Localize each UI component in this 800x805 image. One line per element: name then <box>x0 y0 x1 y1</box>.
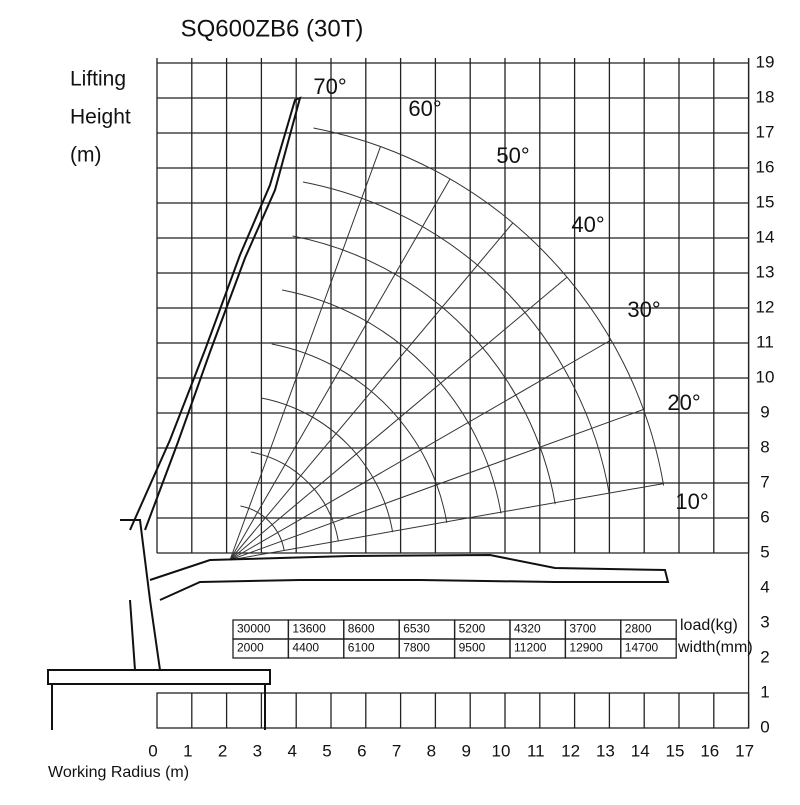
column <box>120 519 162 671</box>
radius-arc <box>302 181 610 495</box>
angle-line <box>229 222 514 561</box>
base-strip <box>156 692 750 729</box>
y-tick-label: 0 <box>760 717 769 736</box>
y-tick-label: 18 <box>756 87 775 106</box>
y-tick-label: 12 <box>756 297 775 316</box>
radius-arc <box>261 397 394 533</box>
load-label: load(kg) <box>680 617 738 634</box>
vertical-boom <box>129 96 302 531</box>
angle-label: 70° <box>313 74 346 99</box>
angle-line <box>229 276 568 561</box>
y-tick-label: 17 <box>756 122 775 141</box>
x-tick-label: 8 <box>427 741 436 760</box>
x-tick-label: 7 <box>392 741 401 760</box>
y-tick-label: 2 <box>760 647 769 666</box>
load-value: 3700 <box>569 622 596 636</box>
radius-arc <box>313 127 665 486</box>
y-tick-label: 14 <box>756 227 775 246</box>
y-tick-label: 4 <box>760 577 769 596</box>
y-tick-label: 11 <box>756 332 774 351</box>
x-tick-label: 3 <box>253 741 262 760</box>
load-value: 2800 <box>625 622 652 636</box>
width-value: 14700 <box>625 641 659 655</box>
radius-arc <box>292 235 556 505</box>
width-value: 4400 <box>292 641 319 655</box>
y-tick-label: 13 <box>756 262 775 281</box>
load-value: 4320 <box>514 622 541 636</box>
y-tick-label: 5 <box>760 542 769 561</box>
load-value: 30000 <box>237 622 271 636</box>
y-tick-label: 10 <box>756 367 775 386</box>
x-tick-label: 10 <box>492 741 511 760</box>
y-tick-label: 16 <box>756 157 775 176</box>
x-tick-label: 5 <box>322 741 331 760</box>
x-tick-label: 2 <box>218 741 227 760</box>
diagram: 0 1 2 3 4 5 6 7 8 9 10 11 12 13 14 15 16 1701234567891011… <box>47 52 775 760</box>
y-tick-label: 1 <box>760 682 769 701</box>
y-tick-label: 19 <box>756 52 775 71</box>
x-tick-label: 17 <box>735 741 754 760</box>
y-tick-label: 3 <box>760 612 769 631</box>
radius-arc <box>271 343 448 523</box>
y-tick-label: 15 <box>756 192 775 211</box>
angle-label: 30° <box>627 297 660 322</box>
width-value: 6100 <box>348 641 375 655</box>
angle-line <box>229 483 664 561</box>
x-tick-label: 0 <box>148 741 157 760</box>
width-value: 12900 <box>569 641 603 655</box>
y-tick-label: 6 <box>760 507 769 526</box>
width-value: 11200 <box>514 641 547 655</box>
angle-line <box>229 409 644 561</box>
y-axis-label: Lifting <box>70 68 126 91</box>
angle-label: 20° <box>667 390 700 415</box>
x-tick-label: 4 <box>287 741 296 760</box>
load-value: 5200 <box>459 622 486 636</box>
width-value: 2000 <box>237 641 264 655</box>
table-cell <box>620 638 677 659</box>
title: SQ600ZB6 (30T) <box>181 15 364 42</box>
angle-line <box>229 146 381 561</box>
x-tick-label: 13 <box>596 741 615 760</box>
base <box>47 669 271 685</box>
y-tick-label: 7 <box>760 472 769 491</box>
angle-label: 60° <box>408 96 441 121</box>
angle-label: 50° <box>496 143 529 168</box>
angle-label: 40° <box>571 212 604 237</box>
angle-line <box>229 339 612 561</box>
x-tick-label: 15 <box>666 741 685 760</box>
y-tick-label: 8 <box>760 437 769 456</box>
angle-line <box>229 178 451 561</box>
load-value: 6530 <box>403 622 430 636</box>
x-tick-label: 16 <box>700 741 719 760</box>
y-axis-label: (m) <box>70 144 101 167</box>
horizontal-boom <box>149 553 670 601</box>
x-tick-label: 9 <box>461 741 470 760</box>
radius-arc <box>282 289 502 514</box>
y-axis-label: Height <box>70 106 131 129</box>
width-value: 9500 <box>459 641 486 655</box>
x-tick-label: 14 <box>631 741 650 760</box>
radius-arc <box>250 451 339 542</box>
x-tick-label: 1 <box>183 741 192 760</box>
angle-label: 10° <box>675 489 708 514</box>
x-tick-label: 12 <box>561 741 580 760</box>
x-tick-label: 6 <box>357 741 366 760</box>
load-value: 8600 <box>348 622 375 636</box>
load-value: 13600 <box>292 622 326 636</box>
x-tick-label: 11 <box>527 741 545 760</box>
x-axis-label: Working Radius (m) <box>48 764 189 781</box>
y-tick-label: 9 <box>760 402 769 421</box>
radius-arc <box>240 505 285 551</box>
width-label: width(mm) <box>677 639 753 656</box>
width-value: 7800 <box>403 641 430 655</box>
